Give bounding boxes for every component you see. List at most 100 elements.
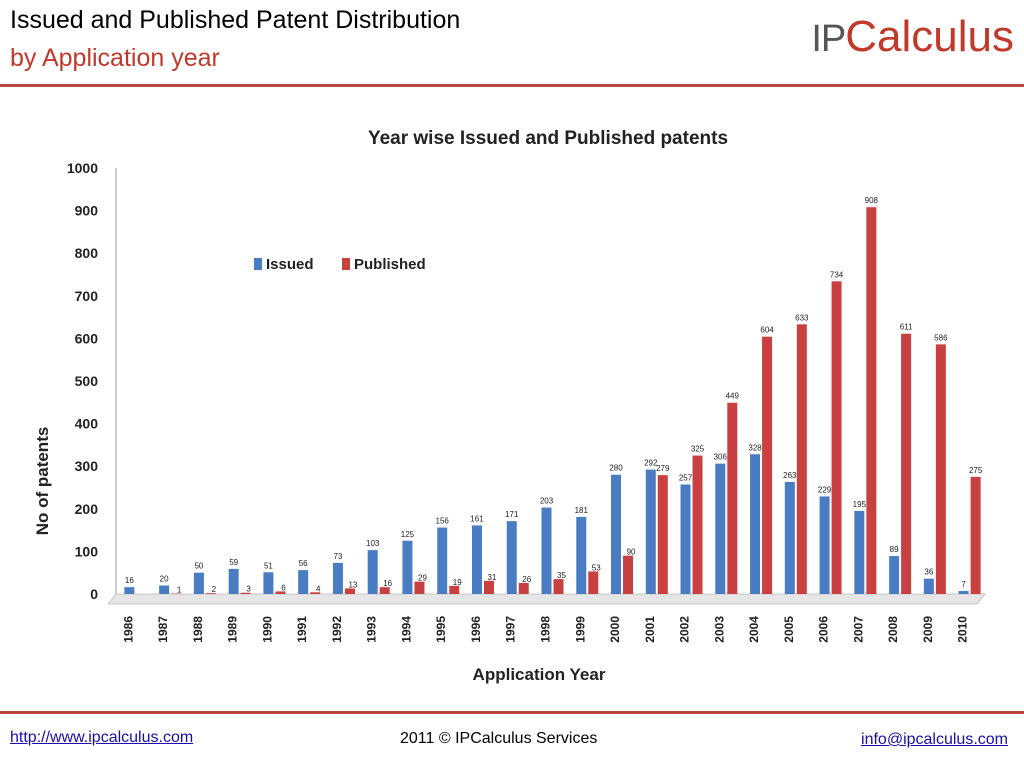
issued-bar <box>645 469 656 594</box>
published-value-label: 6 <box>281 583 286 592</box>
x-tick-label: 2000 <box>608 616 622 643</box>
issued-value-label: 292 <box>644 459 658 468</box>
issued-legend-label: Issued <box>266 256 314 273</box>
chart-axes: 0 100 200 300 400 500 600 700 800 900 1000 1986 1987… <box>67 160 986 643</box>
issued-bar <box>576 516 587 594</box>
footer-divider <box>0 711 1024 714</box>
chart-floor <box>107 593 986 605</box>
issued-value-label: 103 <box>366 539 380 548</box>
x-tick-label: 1988 <box>191 616 205 643</box>
chart-legend: Issued Published <box>254 256 426 273</box>
issued-value-label: 51 <box>264 561 273 570</box>
published-value-label: 29 <box>418 574 427 583</box>
logo-ip-text: IP <box>811 18 846 60</box>
issued-bar <box>367 550 378 594</box>
published-legend-swatch <box>342 258 350 270</box>
published-value-label: 449 <box>726 392 740 401</box>
published-bar <box>657 475 668 594</box>
issued-bar <box>437 527 448 594</box>
issued-bar <box>263 572 274 594</box>
issued-bar <box>124 587 135 594</box>
published-bar <box>414 581 425 594</box>
chart-bars: 16 20 1 50 2 59 3 51 6 56 4 73 13 103 16 125 29 156 19 161 3… <box>124 196 983 595</box>
x-tick-label: 1997 <box>504 616 518 643</box>
y-tick-label: 0 <box>90 586 98 602</box>
issued-bar <box>854 510 865 594</box>
published-value-label: 604 <box>760 326 774 335</box>
x-tick-label: 1994 <box>399 616 413 643</box>
issued-value-label: 59 <box>229 558 238 567</box>
published-bar <box>796 324 807 594</box>
published-value-label: 13 <box>348 580 357 589</box>
x-tick-label: 1991 <box>295 616 309 643</box>
email-link[interactable]: info@ipcalculus.com <box>861 731 1008 748</box>
issued-value-label: 156 <box>436 517 450 526</box>
published-bar <box>970 476 981 594</box>
x-tick-label: 1998 <box>539 616 553 643</box>
published-value-label: 734 <box>830 270 844 279</box>
issued-value-label: 7 <box>961 580 966 589</box>
published-bar <box>762 336 773 594</box>
issued-bar <box>784 481 795 594</box>
issued-value-label: 171 <box>505 510 519 519</box>
published-bar <box>379 587 390 594</box>
x-tick-label: 2010 <box>956 616 970 643</box>
issued-value-label: 20 <box>160 574 169 583</box>
issued-legend-swatch <box>254 258 262 270</box>
logo-calculus-text: Calculus <box>845 12 1014 61</box>
x-tick-label: 2003 <box>712 616 726 643</box>
published-bar <box>866 207 877 594</box>
published-bar <box>623 555 634 594</box>
published-bar <box>553 579 564 594</box>
y-tick-label: 200 <box>75 501 99 517</box>
published-bar <box>727 402 738 594</box>
issued-value-label: 203 <box>540 497 554 506</box>
published-value-label: 275 <box>969 466 983 475</box>
published-bar <box>692 455 703 594</box>
x-tick-label: 1989 <box>226 616 240 643</box>
website-link[interactable]: http://www.ipcalculus.com <box>10 729 194 746</box>
issued-bar <box>228 568 239 594</box>
issued-value-label: 89 <box>890 545 899 554</box>
issued-value-label: 195 <box>853 500 867 509</box>
y-tick-label: 300 <box>75 458 99 474</box>
issued-bar <box>332 562 343 594</box>
issued-value-label: 280 <box>609 464 623 473</box>
published-value-label: 279 <box>656 464 670 473</box>
published-bar <box>344 588 355 594</box>
x-axis-label: Application Year <box>473 665 606 684</box>
issued-bar <box>680 484 691 594</box>
y-tick-label: 900 <box>75 203 99 219</box>
published-bar <box>901 333 912 594</box>
published-bar <box>240 592 251 594</box>
issued-bar <box>715 463 726 594</box>
issued-value-label: 181 <box>575 506 589 515</box>
issued-bar <box>889 556 900 594</box>
copyright-text: 2011 © IPCalculus Services <box>400 730 598 747</box>
patent-bar-chart: Year wise Issued and Published patents N… <box>33 128 986 684</box>
issued-value-label: 16 <box>125 576 134 585</box>
y-tick-label: 400 <box>75 416 99 432</box>
issued-bar <box>159 585 170 594</box>
slide-subtitle: by Application year <box>10 44 220 72</box>
y-tick-label: 500 <box>75 373 99 389</box>
published-bar <box>275 591 286 594</box>
issued-value-label: 328 <box>748 443 762 452</box>
issued-bar <box>958 591 969 594</box>
published-value-label: 633 <box>795 313 809 322</box>
published-bar <box>483 580 494 594</box>
issued-bar <box>750 454 761 594</box>
issued-bar <box>541 507 552 594</box>
x-tick-label: 2007 <box>851 616 865 643</box>
x-tick-label: 1990 <box>260 616 274 643</box>
issued-value-label: 161 <box>470 514 484 523</box>
x-tick-label: 2005 <box>782 616 796 643</box>
published-bar <box>831 281 842 594</box>
x-tick-label: 1986 <box>121 616 135 643</box>
published-value-label: 325 <box>691 445 705 454</box>
x-tick-label: 2009 <box>921 616 935 643</box>
x-tick-label: 1987 <box>156 616 170 643</box>
x-tick-label: 1999 <box>573 616 587 643</box>
x-tick-label: 1996 <box>469 616 483 643</box>
y-tick-label: 800 <box>75 245 99 261</box>
